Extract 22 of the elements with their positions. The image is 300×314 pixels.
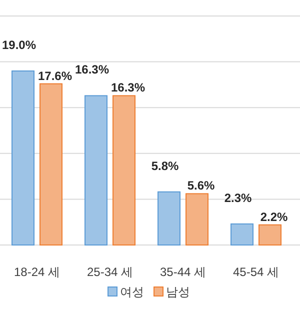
data-label: 5.8%	[151, 158, 179, 173]
data-label: 16.3%	[74, 62, 110, 77]
bar	[258, 224, 282, 246]
bar	[84, 95, 108, 246]
bar	[158, 191, 180, 246]
data-label: 2.3%	[224, 190, 252, 205]
legend-label: 여성	[120, 285, 144, 299]
bar	[12, 70, 34, 246]
x-tick-label: 25-34 세	[86, 265, 134, 279]
data-label: 16.3%	[110, 80, 146, 95]
bar	[112, 95, 136, 246]
data-label: 5.6%	[187, 178, 215, 193]
x-tick-label: 35-44 세	[160, 265, 206, 279]
data-label: 17.6%	[38, 68, 72, 83]
bar	[186, 193, 208, 246]
x-tick-label: 18-24 세	[14, 265, 60, 279]
bar	[230, 223, 254, 246]
data-label: 2.2%	[260, 210, 288, 224]
x-tick-label: 45-54 세	[232, 265, 280, 279]
data-label: 19.0%	[2, 38, 36, 52]
bar	[40, 83, 62, 246]
legend-label: 남성	[166, 285, 190, 299]
